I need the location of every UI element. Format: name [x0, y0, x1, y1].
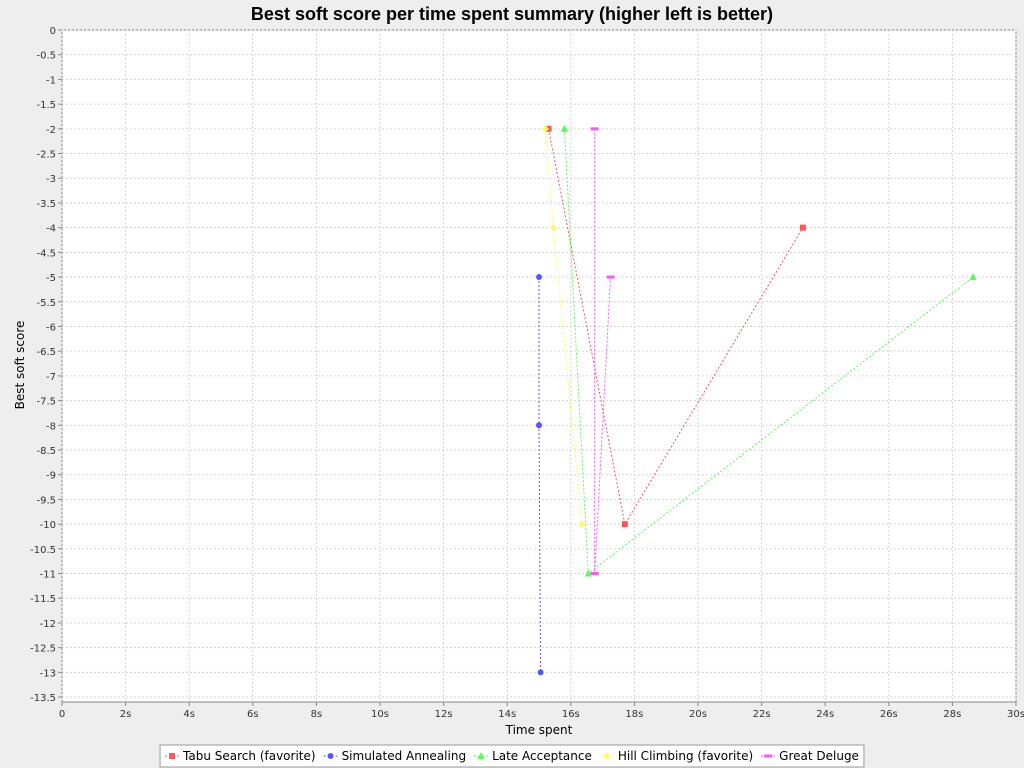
y-tick-label: -11 [40, 570, 56, 581]
legend-label: Late Acceptance [492, 749, 592, 763]
x-tick-label: 18s [625, 709, 643, 720]
data-point [578, 520, 586, 528]
data-point [536, 422, 542, 429]
legend-item: Simulated Annealing [323, 749, 467, 763]
data-point [606, 275, 615, 279]
data-point [560, 124, 568, 132]
legend-label: Tabu Search (favorite) [182, 749, 316, 763]
y-tick-label: -7 [46, 372, 56, 383]
data-point [536, 274, 542, 281]
series-5 [590, 127, 615, 576]
y-tick-label: -10 [40, 520, 56, 531]
x-tick-label: 24s [816, 709, 834, 720]
series-2 [536, 274, 544, 676]
legend-marker [477, 752, 485, 759]
y-tick-label: -9.5 [36, 495, 56, 506]
legend-item: Late Acceptance [474, 749, 592, 763]
legend-box [159, 744, 865, 768]
legend-label: Great Deluge [779, 749, 859, 763]
y-tick-label: -11.5 [30, 594, 56, 605]
data-point [541, 125, 549, 133]
series-line [544, 128, 583, 525]
y-axis-ticks: 0 -0.5 -1 -1.5 -2 -2.5 -3 -3.5 -4 -4.5 -5 -5.5 -6 -6.… [30, 26, 62, 704]
y-axis-label: Best soft score [13, 321, 27, 410]
y-tick-label: -6 [46, 322, 56, 333]
y-tick-label: -2.5 [36, 150, 56, 161]
data-point [799, 224, 806, 231]
y-tick-label: -4.5 [36, 248, 56, 259]
legend-label: Simulated Annealing [342, 749, 467, 763]
legend-label: Hill Climbing (favorite) [618, 749, 753, 763]
x-tick-label: 6s [247, 709, 259, 720]
chart-title: Best soft score per time spent summary (… [251, 4, 773, 24]
x-tick-label: 0 [59, 709, 65, 720]
series-layer [536, 124, 977, 676]
legend-marker [603, 752, 611, 760]
y-tick-label: -10.5 [30, 545, 56, 556]
x-tick-label: 22s [753, 709, 771, 720]
y-tick-label: -6.5 [36, 347, 56, 358]
x-axis-ticks: 0 2s 4s 6s 8s 10s 12s 14s 16s 18s 20s 22s 24s 26s 28s 3… [59, 702, 1024, 720]
x-tick-label: 12s [435, 709, 453, 720]
series-4 [541, 125, 586, 528]
x-tick-label: 4s [183, 709, 195, 720]
series-line [548, 128, 804, 526]
legend-item: Tabu Search (favorite) [165, 749, 316, 763]
x-tick-label: 2s [120, 709, 132, 720]
y-tick-label: -13.5 [30, 693, 56, 704]
y-tick-label: -8 [46, 421, 56, 432]
legend-item: Hill Climbing (favorite) [599, 749, 753, 763]
y-tick-label: -5.5 [36, 298, 56, 309]
y-tick-label: -12.5 [30, 644, 56, 655]
x-tick-label: 8s [311, 709, 323, 720]
x-tick-label: 20s [689, 709, 707, 720]
y-tick-label: -12 [40, 619, 56, 630]
y-tick-label: -4 [46, 224, 56, 235]
series-3 [560, 124, 977, 577]
y-tick-label: -0.5 [36, 51, 56, 62]
y-tick-label: -13 [40, 668, 56, 679]
data-point [590, 572, 599, 576]
x-tick-label: 28s [943, 709, 961, 720]
x-tick-label: 30s [1007, 709, 1024, 720]
legend-marker [327, 753, 334, 759]
legend-marker [169, 753, 176, 759]
y-tick-label: -1 [46, 75, 56, 86]
y-tick-label: -3.5 [36, 199, 56, 210]
data-point [590, 127, 599, 131]
legend-marker [764, 754, 773, 758]
data-point [584, 569, 592, 577]
x-tick-label: 10s [371, 709, 389, 720]
x-tick-label: 26s [880, 709, 898, 720]
y-tick-label: -7.5 [36, 397, 56, 408]
x-axis-label: Time spent [505, 723, 573, 737]
y-tick-label: -8.5 [36, 446, 56, 457]
data-point [537, 669, 544, 676]
legend: Tabu Search (favorite) Simulated Annealin… [159, 744, 865, 768]
x-tick-label: 14s [498, 709, 516, 720]
y-tick-label: -1.5 [36, 100, 56, 111]
data-point [621, 521, 628, 528]
y-tick-label: -2 [46, 125, 56, 136]
y-tick-label: 0 [50, 26, 56, 37]
legend-item: Great Deluge [761, 749, 859, 763]
x-tick-label: 16s [562, 709, 580, 720]
y-tick-label: -5 [46, 273, 56, 284]
data-point [549, 224, 557, 232]
y-tick-label: -3 [46, 174, 56, 185]
data-point [969, 273, 977, 281]
y-tick-label: -9 [46, 471, 56, 482]
